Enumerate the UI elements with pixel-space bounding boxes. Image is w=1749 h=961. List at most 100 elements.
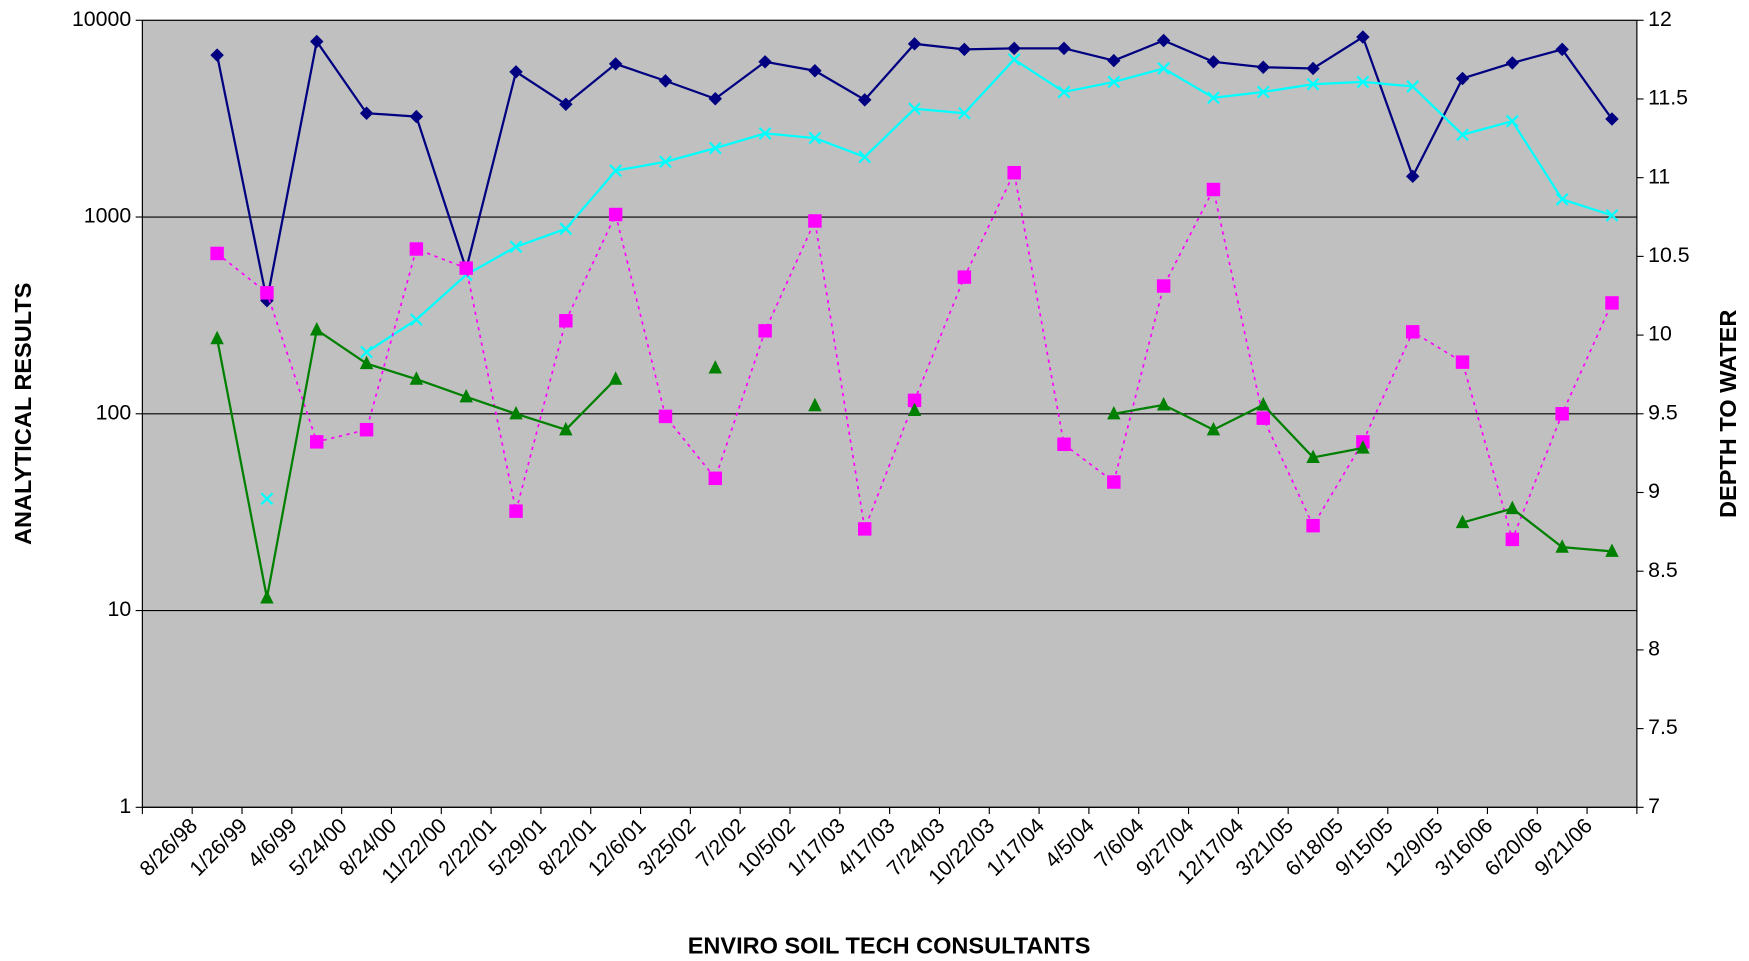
x-tick-label: 4/5/04 (1040, 813, 1099, 872)
x-marker (908, 102, 921, 116)
y-tick-label: 1000 (84, 204, 132, 228)
y2-tick-label: 8.5 (1648, 558, 1678, 582)
x-marker (708, 141, 722, 155)
x-marker (858, 150, 872, 164)
triangle-marker (1605, 543, 1619, 557)
diamond-marker (1306, 61, 1320, 76)
square-marker (1007, 165, 1021, 180)
square-marker (559, 314, 573, 328)
x-marker (1157, 62, 1171, 75)
y2-tick-label: 11 (1648, 164, 1670, 188)
triangle-marker (1206, 421, 1221, 436)
diamond-marker (658, 74, 673, 88)
y-tick-label: 100 (96, 400, 132, 424)
triangle-marker (409, 371, 424, 385)
x-marker (1505, 114, 1519, 128)
diamond-marker (1455, 71, 1470, 86)
triangle-marker (210, 330, 224, 345)
y2-tick-label: 7 (1648, 794, 1660, 818)
square-marker (1505, 532, 1520, 547)
square-marker (459, 261, 473, 275)
x-marker (808, 131, 822, 145)
x-marker (758, 127, 772, 140)
y2-tick-label: 11.5 (1648, 86, 1688, 110)
square-marker (1605, 296, 1619, 310)
square-marker (1206, 182, 1221, 197)
diamond-marker (858, 93, 872, 107)
triangle-marker (1306, 449, 1320, 464)
y2-tick-label: 9.5 (1648, 400, 1678, 424)
x-marker (1057, 85, 1071, 99)
square-marker (210, 246, 224, 261)
square-marker (1455, 355, 1470, 369)
triangle-marker (1256, 397, 1270, 411)
y2-tick-label: 10.5 (1648, 243, 1689, 267)
x-marker (360, 345, 373, 359)
triangle-marker (509, 405, 523, 420)
x-marker (659, 155, 672, 169)
square-marker (1057, 437, 1071, 451)
y2-axis-title: DEPTH TO WATER (1715, 310, 1741, 518)
x-marker (1306, 77, 1320, 91)
series-line (1462, 507, 1613, 553)
y-tick-label: 1 (119, 794, 131, 818)
diamond-marker (758, 55, 772, 69)
square-marker (858, 522, 872, 536)
x-marker (1605, 208, 1619, 222)
y-tick-label: 10000 (72, 7, 131, 31)
square-marker (1306, 518, 1320, 533)
diamond-marker (359, 106, 374, 120)
x-axis-title: ENVIRO SOIL TECH CONSULTANTS (688, 933, 1091, 959)
y2-tick-label: 10 (1648, 322, 1672, 346)
triangle-marker (1505, 500, 1520, 515)
square-marker (359, 422, 374, 437)
triangle-marker (1107, 405, 1121, 420)
square-marker (260, 286, 274, 300)
square-marker (957, 270, 972, 284)
triangle-marker (559, 421, 573, 436)
triangle-marker (1156, 397, 1171, 411)
triangle-marker (459, 388, 473, 403)
x-marker (1207, 91, 1220, 105)
triangle-marker (608, 371, 623, 385)
triangle-marker (310, 322, 324, 336)
series-line (365, 58, 1613, 353)
square-marker (310, 435, 324, 449)
diamond-marker (210, 48, 224, 62)
x-marker (1007, 53, 1021, 66)
x-marker (409, 313, 423, 327)
square-marker (708, 471, 723, 486)
triangle-marker (1356, 440, 1370, 454)
y-axis-title: ANALYTICAL RESULTS (10, 283, 36, 545)
square-marker (808, 214, 822, 228)
x-marker (1256, 85, 1270, 99)
x-marker (1555, 192, 1569, 206)
triangle-marker (260, 590, 274, 604)
x-marker (609, 164, 623, 178)
square-marker (509, 504, 523, 518)
diamond-marker (409, 109, 424, 124)
y-tick-label: 10 (107, 597, 131, 621)
diamond-marker (808, 64, 822, 78)
square-marker (1555, 407, 1569, 421)
diamond-marker (608, 57, 623, 71)
y2-tick-label: 8 (1648, 637, 1660, 661)
x-marker (1107, 75, 1121, 89)
x-marker (559, 222, 573, 236)
y2-tick-label: 7.5 (1648, 715, 1678, 739)
diamond-marker (559, 97, 573, 112)
diamond-marker (1405, 169, 1420, 184)
triangle-marker (808, 397, 822, 412)
triangle-marker (359, 355, 374, 370)
diamond-marker (907, 37, 922, 51)
square-marker (1156, 279, 1171, 293)
x-marker (957, 106, 971, 120)
x-marker (1406, 80, 1420, 93)
triangle-marker (708, 360, 723, 374)
y2-tick-label: 9 (1648, 479, 1660, 503)
square-marker (1256, 411, 1270, 425)
diamond-marker (957, 42, 972, 57)
square-marker (1107, 475, 1121, 489)
triangle-marker (1555, 539, 1569, 553)
